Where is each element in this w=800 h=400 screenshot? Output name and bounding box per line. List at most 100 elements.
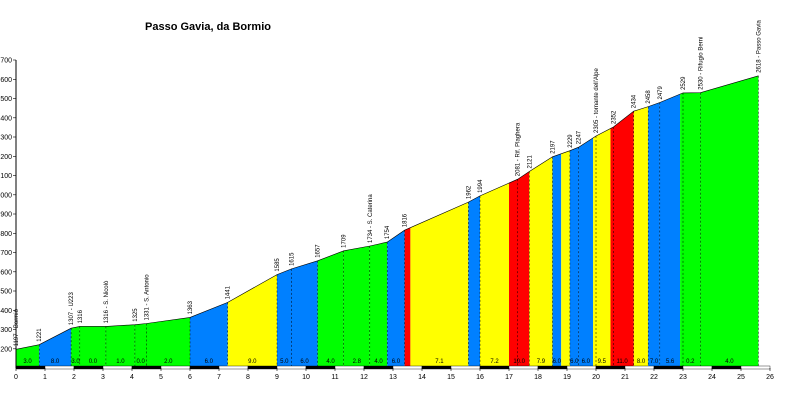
waypoint-labels: 1197 - Bormio 1221 1307 - U223 1316 1316 - S… — [14, 19, 762, 346]
grade-label: 6.0 — [553, 359, 562, 365]
y-tick-label: 2600 — [0, 77, 12, 84]
grade-labels: 3.0 8.0 3.0 0.0 1.0 0.0 2.0 6.0 9.0 5.0 6.0 4.0 2.8 4… — [23, 359, 734, 365]
waypoint-label: 2121 — [527, 154, 533, 168]
segment-fill — [480, 183, 509, 368]
y-tick-label: 2500 — [0, 96, 12, 103]
km-band — [682, 365, 713, 370]
segment-fill — [659, 94, 681, 368]
segment-fill — [404, 227, 411, 368]
segment-fill — [610, 111, 634, 368]
y-tick-label: 2400 — [0, 115, 12, 122]
x-tick-label: 4 — [130, 374, 134, 381]
waypoint-label: 2434 — [632, 94, 638, 108]
segment-fill — [561, 150, 570, 368]
x-tick-label: 1 — [43, 374, 47, 381]
segment-fill — [680, 92, 701, 368]
segment-fill — [468, 195, 480, 368]
x-tick-label: 14 — [418, 374, 426, 381]
waypoint-label: 1316 - S. Nicolò — [104, 280, 110, 323]
km-band — [160, 365, 191, 370]
waypoint-label: 1307 - U223 — [69, 292, 75, 326]
waypoint-label: 1316 — [78, 309, 84, 323]
y-tick-label: 1800 — [0, 231, 12, 238]
grade-label: 2.0 — [164, 359, 173, 365]
y-tick-label: 2700 — [0, 58, 12, 65]
km-band — [102, 365, 133, 370]
segment-fill — [552, 153, 562, 368]
km-band — [73, 365, 104, 370]
waypoint-label: 2197 — [551, 140, 557, 154]
waypoint-label: 2479 — [658, 85, 664, 99]
km-band — [566, 365, 597, 370]
waypoint-label: 2305 - tornante dell'Alpe — [594, 67, 600, 133]
km-band — [44, 365, 75, 370]
grade-label: 11.0 — [616, 359, 628, 365]
waypoint-label: 1325 — [133, 308, 139, 322]
waypoint-label: 1221 — [37, 328, 43, 342]
waypoint-label: 2618 - Passo Gavia — [756, 19, 762, 72]
segment-fill — [509, 171, 530, 368]
x-tick-label: 18 — [534, 374, 542, 381]
km-band — [450, 365, 481, 370]
y-tick-label: 1600 — [0, 269, 12, 276]
segment-fill — [343, 246, 370, 368]
km-band — [131, 365, 162, 370]
grade-label: 0.0 — [89, 359, 98, 365]
segment-fill — [593, 128, 611, 368]
km-band — [711, 365, 742, 370]
segment-fill — [569, 147, 579, 368]
waypoint-label: 1197 - Bormio — [14, 308, 20, 346]
x-tick-label: 20 — [592, 374, 600, 381]
waypoint-label: 1363 — [188, 300, 194, 314]
y-tick-label: 1500 — [0, 289, 12, 296]
segment-fill — [146, 317, 190, 368]
waypoint-label: 1994 — [478, 179, 484, 193]
segment-fill — [700, 75, 759, 369]
waypoint-label: 1734 - S. Caterina — [368, 194, 374, 243]
km-band — [479, 365, 510, 370]
x-tick-label: 24 — [708, 374, 716, 381]
waypoint-label: 2247 — [577, 130, 583, 144]
grade-label: 9.0 — [248, 359, 257, 365]
segment-fill — [529, 156, 553, 368]
x-tick-label: 16 — [476, 374, 484, 381]
x-tick-label: 23 — [679, 374, 687, 381]
y-tick-label: 2000 — [0, 192, 12, 199]
waypoint-label: 2229 — [568, 134, 574, 148]
grade-label: 1.0 — [116, 359, 125, 365]
x-tick-label: 26 — [766, 374, 774, 381]
grade-label: 5.0 — [280, 359, 289, 365]
segment-fill — [39, 328, 72, 368]
km-band — [508, 365, 539, 370]
km-band — [595, 365, 626, 370]
waypoint-label: 1816 — [403, 213, 409, 227]
segment-fill — [16, 344, 40, 368]
x-tick-label: 13 — [389, 374, 397, 381]
km-band — [218, 365, 249, 370]
waypoint-label: 1585 — [275, 258, 281, 272]
y-tick-label: 1400 — [0, 308, 12, 315]
waypoint-label: 1441 — [226, 285, 232, 299]
x-ticks: 0 1 2 3 4 5 6 7 8 9 10 11 12 13 14 15 16 17 18 19 20 21 22 23 24… — [14, 365, 774, 381]
chart-title: Passo Gavia, da Bormio — [145, 21, 271, 33]
segment-fill — [648, 102, 660, 368]
y-ticks: 1200 1300 1400 1500 1600 1700 1800 1900 2000 2100… — [0, 58, 16, 353]
km-band — [15, 365, 46, 370]
km-band — [305, 365, 336, 370]
x-tick-label: 0 — [14, 374, 18, 381]
km-band — [740, 365, 771, 370]
grade-label: 8.0 — [51, 359, 60, 365]
grade-label: 6.0 — [300, 359, 309, 365]
x-tick-label: 9 — [275, 374, 279, 381]
waypoint-label: 2529 — [681, 76, 687, 90]
grade-label: 0.0 — [137, 359, 146, 365]
waypoint-label: 1657 — [316, 244, 322, 258]
segment-fill — [633, 106, 649, 368]
grade-label: 7.1 — [435, 359, 444, 365]
x-tick-label: 5 — [159, 374, 163, 381]
waypoint-label: 1709 — [342, 234, 348, 248]
x-tick-label: 19 — [563, 374, 571, 381]
segment-fill — [369, 242, 388, 368]
km-band — [537, 365, 568, 370]
grade-label: 2.8 — [353, 359, 362, 365]
